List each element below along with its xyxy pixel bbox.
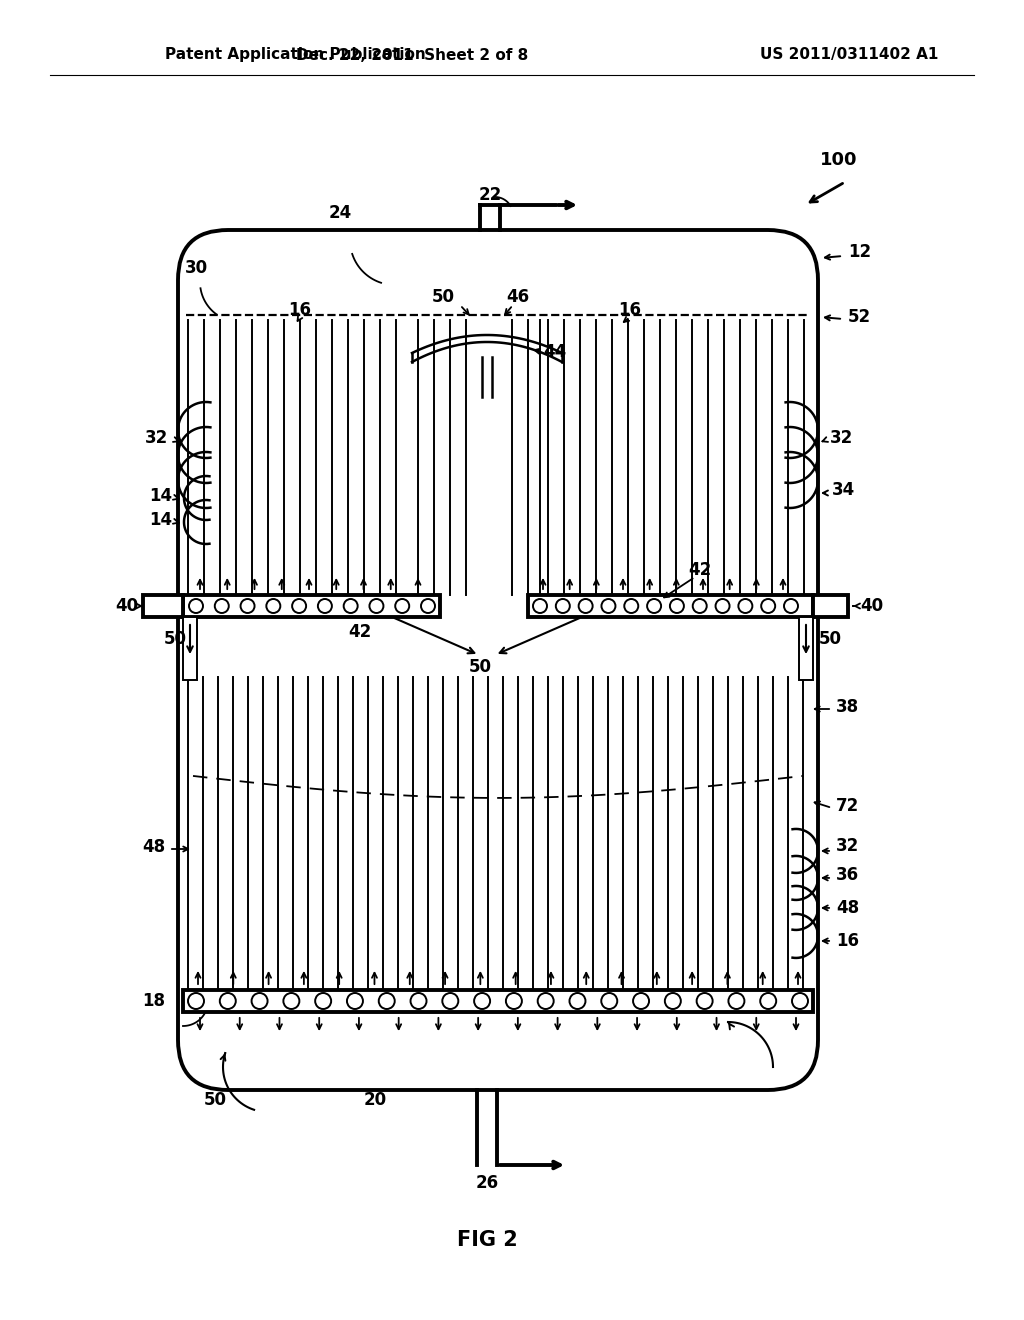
Text: 44: 44	[544, 343, 566, 360]
Text: 40: 40	[115, 597, 138, 615]
Text: 50: 50	[469, 657, 492, 676]
Text: 50: 50	[818, 630, 842, 648]
Text: 14: 14	[148, 487, 172, 506]
Text: 50: 50	[164, 630, 186, 648]
Text: 18: 18	[142, 993, 165, 1010]
Text: 32: 32	[144, 429, 168, 447]
FancyBboxPatch shape	[178, 230, 818, 1090]
Text: 16: 16	[289, 301, 311, 319]
Bar	[799, 616, 813, 680]
Text: 50: 50	[204, 1092, 226, 1109]
Text: 34: 34	[831, 480, 855, 499]
Text: 42: 42	[348, 623, 372, 642]
Text: 12: 12	[848, 243, 871, 261]
Text: 26: 26	[475, 1173, 499, 1192]
Text: 32: 32	[830, 429, 853, 447]
Text: 48: 48	[836, 899, 859, 917]
Text: 22: 22	[478, 186, 502, 205]
Bar	[183, 616, 197, 680]
Text: 72: 72	[836, 797, 859, 814]
Text: 42: 42	[688, 561, 712, 579]
Bar	[813, 595, 848, 616]
Text: 24: 24	[329, 205, 351, 222]
Bar	[528, 595, 813, 616]
Bar	[183, 990, 813, 1012]
Text: 48: 48	[142, 838, 165, 855]
Text: 30: 30	[185, 259, 208, 277]
Text: Patent Application Publication: Patent Application Publication	[165, 48, 426, 62]
Text: 100: 100	[820, 150, 857, 169]
Text: 40: 40	[860, 597, 883, 615]
Text: 50: 50	[431, 288, 455, 306]
Text: FIG 2: FIG 2	[457, 1230, 517, 1250]
Text: US 2011/0311402 A1: US 2011/0311402 A1	[760, 48, 938, 62]
Text: 20: 20	[364, 1092, 387, 1109]
Text: 46: 46	[507, 288, 529, 306]
Text: 16: 16	[618, 301, 641, 319]
Text: 16: 16	[836, 932, 859, 950]
Text: 14: 14	[148, 511, 172, 529]
Text: Dec. 22, 2011  Sheet 2 of 8: Dec. 22, 2011 Sheet 2 of 8	[296, 48, 528, 62]
Text: 36: 36	[836, 866, 859, 884]
Bar	[183, 595, 440, 616]
Text: 32: 32	[836, 837, 859, 855]
Text: 38: 38	[836, 698, 859, 715]
Text: 52: 52	[848, 308, 871, 326]
Bar	[143, 595, 183, 616]
